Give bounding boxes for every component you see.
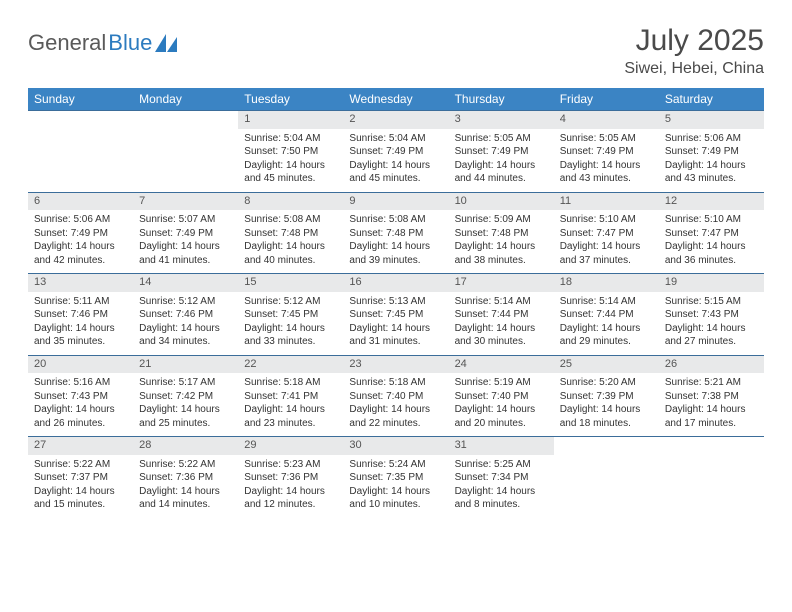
day-content-cell: Sunrise: 5:23 AMSunset: 7:36 PMDaylight:…	[238, 455, 343, 518]
day-number-cell: 18	[554, 274, 659, 292]
location-label: Siwei, Hebei, China	[624, 60, 764, 78]
day-content-cell: Sunrise: 5:12 AMSunset: 7:46 PMDaylight:…	[133, 292, 238, 356]
day-number-cell: 31	[449, 437, 554, 455]
day-number-cell	[554, 437, 659, 455]
day-content-cell: Sunrise: 5:19 AMSunset: 7:40 PMDaylight:…	[449, 373, 554, 437]
day-number-cell: 21	[133, 355, 238, 373]
day-number-row: 13141516171819	[28, 274, 764, 292]
day-content-cell: Sunrise: 5:10 AMSunset: 7:47 PMDaylight:…	[659, 210, 764, 274]
day-number-cell: 30	[343, 437, 448, 455]
day-number-cell: 23	[343, 355, 448, 373]
day-content-cell: Sunrise: 5:22 AMSunset: 7:36 PMDaylight:…	[133, 455, 238, 518]
day-number-row: 12345	[28, 111, 764, 129]
day-content-cell: Sunrise: 5:21 AMSunset: 7:38 PMDaylight:…	[659, 373, 764, 437]
day-number-cell: 2	[343, 111, 448, 129]
day-number-cell	[659, 437, 764, 455]
logo: General Blue	[28, 24, 177, 56]
day-number-cell: 9	[343, 192, 448, 210]
logo-text-general: General	[28, 30, 106, 56]
day-number-cell: 7	[133, 192, 238, 210]
day-content-cell: Sunrise: 5:06 AMSunset: 7:49 PMDaylight:…	[659, 129, 764, 193]
day-number-cell: 29	[238, 437, 343, 455]
day-number-cell: 14	[133, 274, 238, 292]
day-content-cell: Sunrise: 5:18 AMSunset: 7:40 PMDaylight:…	[343, 373, 448, 437]
day-content-row: Sunrise: 5:06 AMSunset: 7:49 PMDaylight:…	[28, 210, 764, 274]
weekday-header: Thursday	[449, 88, 554, 111]
day-content-cell: Sunrise: 5:14 AMSunset: 7:44 PMDaylight:…	[449, 292, 554, 356]
day-content-cell: Sunrise: 5:18 AMSunset: 7:41 PMDaylight:…	[238, 373, 343, 437]
day-content-cell: Sunrise: 5:05 AMSunset: 7:49 PMDaylight:…	[449, 129, 554, 193]
weekday-header: Saturday	[659, 88, 764, 111]
day-content-cell	[28, 129, 133, 193]
day-number-cell: 13	[28, 274, 133, 292]
day-number-cell: 16	[343, 274, 448, 292]
day-number-cell: 15	[238, 274, 343, 292]
day-number-cell	[28, 111, 133, 129]
day-number-cell: 1	[238, 111, 343, 129]
month-title: July 2025	[624, 24, 764, 58]
day-number-row: 6789101112	[28, 192, 764, 210]
day-content-cell	[554, 455, 659, 518]
day-content-row: Sunrise: 5:04 AMSunset: 7:50 PMDaylight:…	[28, 129, 764, 193]
day-number-cell: 27	[28, 437, 133, 455]
weekday-header: Wednesday	[343, 88, 448, 111]
day-content-cell: Sunrise: 5:08 AMSunset: 7:48 PMDaylight:…	[343, 210, 448, 274]
day-content-cell: Sunrise: 5:16 AMSunset: 7:43 PMDaylight:…	[28, 373, 133, 437]
day-content-cell: Sunrise: 5:05 AMSunset: 7:49 PMDaylight:…	[554, 129, 659, 193]
day-content-cell: Sunrise: 5:04 AMSunset: 7:49 PMDaylight:…	[343, 129, 448, 193]
day-number-cell: 12	[659, 192, 764, 210]
day-number-cell: 8	[238, 192, 343, 210]
day-content-row: Sunrise: 5:16 AMSunset: 7:43 PMDaylight:…	[28, 373, 764, 437]
calendar-page: General Blue July 2025 Siwei, Hebei, Chi…	[0, 0, 792, 538]
weekday-header: Monday	[133, 88, 238, 111]
day-content-cell: Sunrise: 5:04 AMSunset: 7:50 PMDaylight:…	[238, 129, 343, 193]
day-content-cell: Sunrise: 5:22 AMSunset: 7:37 PMDaylight:…	[28, 455, 133, 518]
title-block: July 2025 Siwei, Hebei, China	[624, 24, 764, 78]
day-number-cell: 4	[554, 111, 659, 129]
day-content-cell: Sunrise: 5:25 AMSunset: 7:34 PMDaylight:…	[449, 455, 554, 518]
day-content-cell: Sunrise: 5:10 AMSunset: 7:47 PMDaylight:…	[554, 210, 659, 274]
day-content-cell: Sunrise: 5:20 AMSunset: 7:39 PMDaylight:…	[554, 373, 659, 437]
day-number-row: 2728293031	[28, 437, 764, 455]
weekday-header: Sunday	[28, 88, 133, 111]
day-number-cell: 28	[133, 437, 238, 455]
day-content-cell: Sunrise: 5:08 AMSunset: 7:48 PMDaylight:…	[238, 210, 343, 274]
weekday-header: Friday	[554, 88, 659, 111]
day-number-cell: 24	[449, 355, 554, 373]
day-number-cell: 20	[28, 355, 133, 373]
day-content-cell: Sunrise: 5:06 AMSunset: 7:49 PMDaylight:…	[28, 210, 133, 274]
header: General Blue July 2025 Siwei, Hebei, Chi…	[28, 24, 764, 78]
day-content-cell: Sunrise: 5:17 AMSunset: 7:42 PMDaylight:…	[133, 373, 238, 437]
day-number-cell: 17	[449, 274, 554, 292]
day-number-cell: 19	[659, 274, 764, 292]
day-number-cell	[133, 111, 238, 129]
day-content-cell: Sunrise: 5:14 AMSunset: 7:44 PMDaylight:…	[554, 292, 659, 356]
day-number-cell: 5	[659, 111, 764, 129]
day-number-cell: 3	[449, 111, 554, 129]
day-number-cell: 6	[28, 192, 133, 210]
day-content-cell: Sunrise: 5:09 AMSunset: 7:48 PMDaylight:…	[449, 210, 554, 274]
day-content-row: Sunrise: 5:11 AMSunset: 7:46 PMDaylight:…	[28, 292, 764, 356]
day-content-cell: Sunrise: 5:15 AMSunset: 7:43 PMDaylight:…	[659, 292, 764, 356]
day-number-cell: 22	[238, 355, 343, 373]
day-content-cell: Sunrise: 5:07 AMSunset: 7:49 PMDaylight:…	[133, 210, 238, 274]
day-number-cell: 11	[554, 192, 659, 210]
day-content-cell	[659, 455, 764, 518]
day-number-cell: 25	[554, 355, 659, 373]
day-number-row: 20212223242526	[28, 355, 764, 373]
day-content-cell: Sunrise: 5:13 AMSunset: 7:45 PMDaylight:…	[343, 292, 448, 356]
day-number-cell: 10	[449, 192, 554, 210]
logo-text-blue: Blue	[108, 30, 152, 56]
logo-sail-icon	[155, 34, 177, 52]
day-number-cell: 26	[659, 355, 764, 373]
calendar-table: Sunday Monday Tuesday Wednesday Thursday…	[28, 88, 764, 518]
weekday-header: Tuesday	[238, 88, 343, 111]
day-content-cell: Sunrise: 5:11 AMSunset: 7:46 PMDaylight:…	[28, 292, 133, 356]
day-content-cell	[133, 129, 238, 193]
weekday-header-row: Sunday Monday Tuesday Wednesday Thursday…	[28, 88, 764, 111]
day-content-cell: Sunrise: 5:24 AMSunset: 7:35 PMDaylight:…	[343, 455, 448, 518]
day-content-row: Sunrise: 5:22 AMSunset: 7:37 PMDaylight:…	[28, 455, 764, 518]
day-content-cell: Sunrise: 5:12 AMSunset: 7:45 PMDaylight:…	[238, 292, 343, 356]
